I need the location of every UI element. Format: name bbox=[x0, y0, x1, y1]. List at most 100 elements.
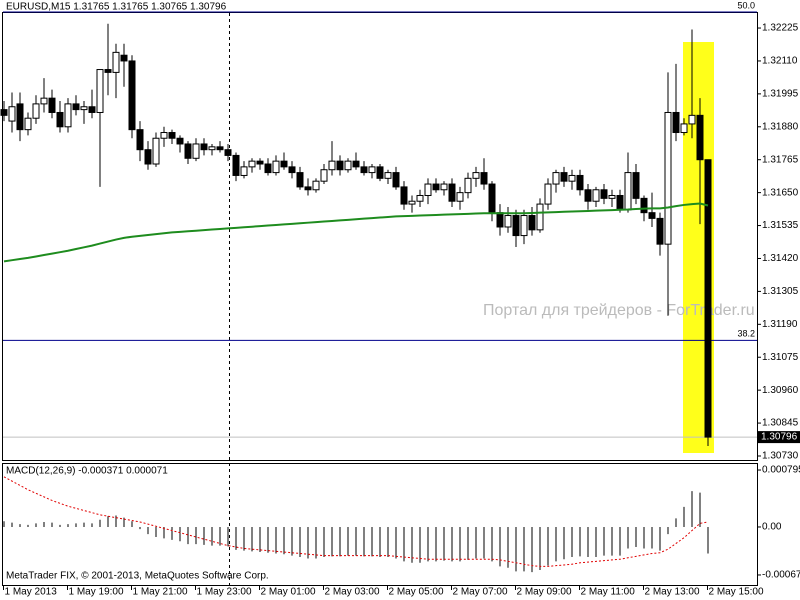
candle-body bbox=[160, 132, 168, 139]
candle-body bbox=[704, 159, 712, 438]
candle-body bbox=[656, 217, 664, 245]
x-tick-label: 2 May 11:00 bbox=[581, 587, 636, 598]
candle-body bbox=[616, 194, 624, 211]
candle-body bbox=[344, 160, 352, 171]
candle-body bbox=[208, 146, 216, 151]
fibo-label: 50.0 bbox=[737, 0, 755, 10]
candle-body bbox=[24, 117, 32, 131]
y-tick-label: 1.31420 bbox=[762, 253, 799, 264]
candle-body bbox=[440, 183, 448, 191]
candle-body bbox=[112, 51, 120, 73]
y-tick-label: 1.31880 bbox=[762, 121, 799, 132]
candle-body bbox=[280, 160, 288, 168]
candle-body bbox=[256, 160, 264, 165]
x-tick-label: 2 May 01:00 bbox=[261, 587, 316, 598]
x-tick-label: 1 May 19:00 bbox=[69, 587, 124, 598]
candle-body bbox=[504, 215, 512, 228]
candle-body bbox=[600, 189, 608, 199]
candle-body bbox=[664, 111, 672, 245]
x-tick-label: 2 May 15:00 bbox=[709, 587, 764, 598]
candle-body bbox=[80, 106, 88, 111]
candle-body bbox=[632, 172, 640, 199]
fibo-label: 38.2 bbox=[737, 329, 755, 339]
candle-body bbox=[688, 114, 696, 125]
candle-body bbox=[568, 174, 576, 182]
candle-body bbox=[680, 123, 688, 134]
moving-average bbox=[3, 202, 709, 263]
candle-body bbox=[376, 166, 384, 179]
x-tick-label: 2 May 09:00 bbox=[517, 587, 572, 598]
candle-body bbox=[512, 215, 520, 237]
candle-body bbox=[368, 166, 376, 174]
y-tick-label: -0.00067 bbox=[762, 570, 800, 581]
x-tick-label: 2 May 03:00 bbox=[325, 587, 380, 598]
candle-body bbox=[472, 172, 480, 179]
candle-body bbox=[448, 183, 456, 202]
candle-body bbox=[488, 183, 496, 214]
candle-body bbox=[232, 154, 240, 176]
y-tick-label: 1.30960 bbox=[762, 385, 799, 396]
candle-body bbox=[64, 103, 72, 128]
candle-body bbox=[352, 160, 360, 168]
candle-body bbox=[48, 97, 56, 113]
y-tick-label: 0.00 bbox=[762, 522, 782, 533]
x-tick-label: 1 May 23:00 bbox=[197, 587, 252, 598]
candle-body bbox=[32, 103, 40, 119]
candle-body bbox=[144, 149, 152, 165]
candle-body bbox=[464, 177, 472, 194]
y-tick-label: 1.31075 bbox=[762, 352, 799, 363]
candle-body bbox=[8, 106, 16, 122]
candle-body bbox=[560, 172, 568, 182]
candle-body bbox=[40, 97, 48, 105]
bid-label-box bbox=[758, 431, 800, 444]
x-tick-label: 2 May 05:00 bbox=[389, 587, 444, 598]
candle-body bbox=[408, 200, 416, 205]
candle-body bbox=[288, 166, 296, 174]
candle-body bbox=[696, 114, 704, 161]
candle-body bbox=[120, 54, 128, 62]
candle-body bbox=[672, 111, 680, 134]
y-tick-label: 1.31995 bbox=[762, 89, 799, 100]
candle-body bbox=[456, 192, 464, 202]
watermark: Портал для трейдеров - ForTrader.ru bbox=[483, 302, 755, 319]
candle-body bbox=[128, 60, 136, 131]
candle-body bbox=[552, 172, 560, 185]
candle-body bbox=[320, 169, 328, 182]
candle-body bbox=[608, 194, 616, 199]
candle-body bbox=[584, 189, 592, 202]
candle-body bbox=[96, 69, 104, 113]
y-tick-label: 1.30845 bbox=[762, 418, 799, 429]
candle-body bbox=[424, 183, 432, 196]
candle-body bbox=[56, 111, 64, 128]
candle-body bbox=[496, 212, 504, 228]
candle-body bbox=[240, 166, 248, 176]
candle-body bbox=[312, 180, 320, 191]
candle-body bbox=[528, 215, 536, 231]
candle-body bbox=[400, 186, 408, 205]
candle-body bbox=[88, 106, 96, 113]
candle-body bbox=[192, 143, 200, 159]
bid-label: 1.30796 bbox=[761, 432, 798, 443]
y-tick-label: 1.32110 bbox=[762, 56, 798, 67]
x-tick-label: 1 May 21:00 bbox=[133, 587, 188, 598]
x-tick-label: 2 May 13:00 bbox=[645, 587, 700, 598]
candle-body bbox=[152, 137, 160, 165]
candle-body bbox=[136, 129, 144, 151]
candle-body bbox=[520, 215, 528, 237]
symbol-info: EURUSD,M15 1.31765 1.31765 1.30765 1.307… bbox=[6, 2, 227, 13]
candle-body bbox=[592, 189, 600, 202]
candle-body bbox=[640, 197, 648, 214]
candle-body bbox=[264, 163, 272, 174]
y-tick-label: 1.31305 bbox=[762, 286, 799, 297]
candle-body bbox=[536, 203, 544, 231]
candle-body bbox=[0, 109, 8, 116]
candle-body bbox=[432, 183, 440, 191]
candle-body bbox=[216, 146, 224, 151]
candle-body bbox=[272, 160, 280, 174]
candle-body bbox=[392, 172, 400, 188]
candle-body bbox=[16, 103, 24, 131]
candle-body bbox=[328, 160, 336, 171]
x-tick-label: 2 May 07:00 bbox=[453, 587, 508, 598]
